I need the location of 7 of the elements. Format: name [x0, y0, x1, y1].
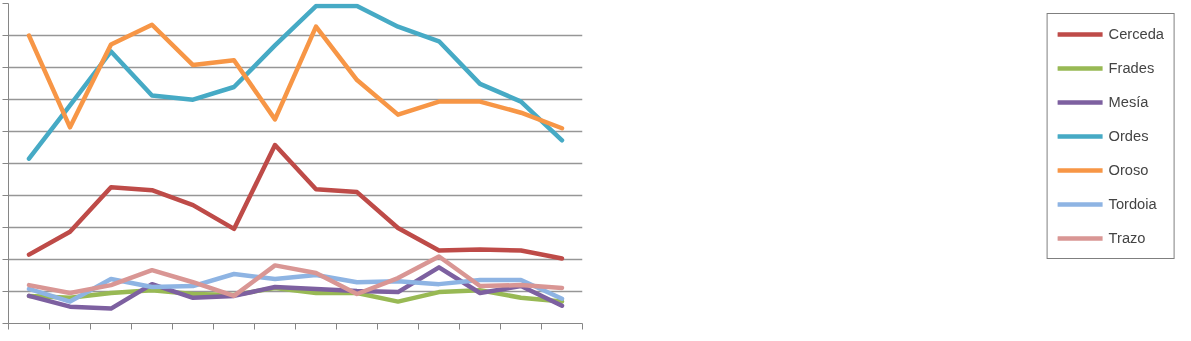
legend-label: Frades [1108, 60, 1155, 76]
legend-label: Ordes [1108, 128, 1149, 144]
legend-label: Mesía [1108, 94, 1149, 110]
legend-label: Tordoia [1108, 196, 1157, 212]
legend-label: Trazo [1108, 230, 1146, 246]
legend-label: Oroso [1108, 162, 1149, 178]
legend-label: Cerceda [1108, 26, 1164, 42]
